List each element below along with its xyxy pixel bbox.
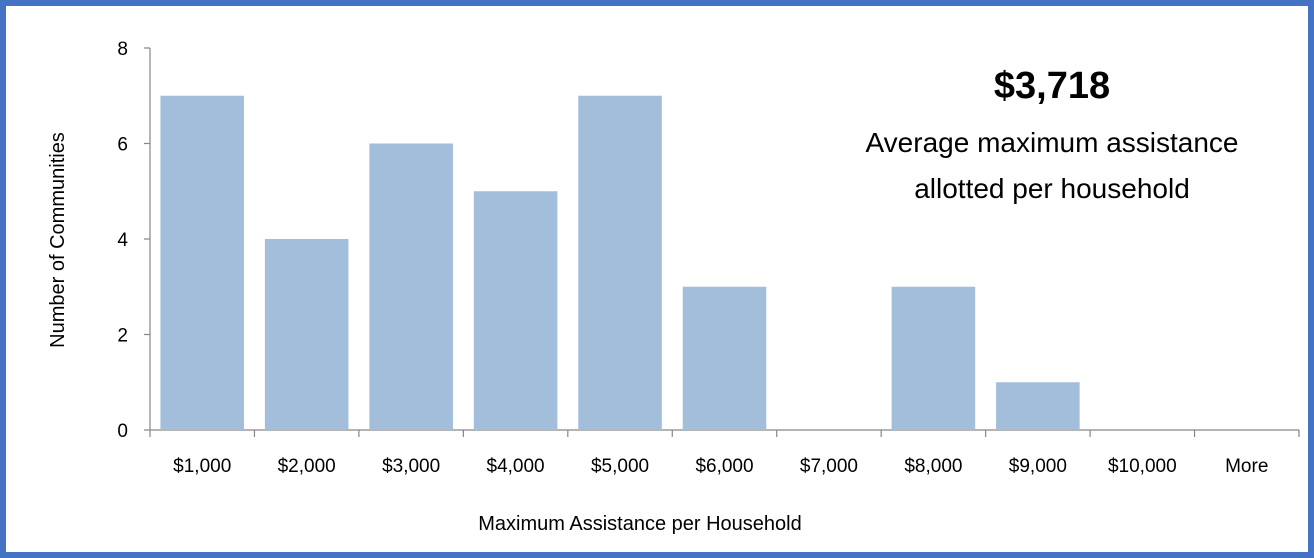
x-tick-label: $7,000 (800, 456, 858, 477)
bar (578, 95, 662, 430)
y-tick-labels: 0 2 4 6 8 (117, 39, 128, 442)
bars (160, 95, 1080, 430)
bar (891, 286, 976, 430)
x-tick-labels: $1,000 $2,000 $3,000 $4,000 $5,000 $6,000 $7,0… (173, 456, 1268, 477)
bar (996, 382, 1080, 430)
x-tick-label: $10,000 (1108, 456, 1177, 477)
y-tick-label: 8 (117, 39, 128, 60)
annotation-line-2: allotted per household (914, 173, 1190, 204)
x-tick-label: $3,000 (382, 456, 440, 477)
y-tick-label: 0 (117, 421, 128, 442)
y-tick-label: 4 (117, 230, 128, 251)
average-value: $3,718 (994, 65, 1110, 107)
bar (369, 143, 453, 430)
x-tick-label: $2,000 (278, 456, 336, 477)
bar (264, 239, 349, 430)
bar (160, 95, 245, 430)
x-tick-label: $9,000 (1009, 456, 1067, 477)
x-tick-label: $4,000 (487, 456, 545, 477)
y-tick-label: 6 (117, 135, 128, 156)
x-tick-label: $8,000 (904, 456, 962, 477)
y-axis-title: Number of Communities (47, 132, 69, 348)
x-axis-title: Maximum Assistance per Household (478, 513, 801, 535)
bar (682, 286, 767, 430)
x-tick-label: $5,000 (591, 456, 649, 477)
y-tick-label: 2 (117, 326, 128, 347)
annotation-line-1: Average maximum assistance (866, 127, 1239, 158)
x-tick-label: $6,000 (695, 456, 753, 477)
x-tick-label: More (1225, 456, 1268, 477)
x-tick-label: $1,000 (173, 456, 231, 477)
bar (473, 191, 558, 430)
